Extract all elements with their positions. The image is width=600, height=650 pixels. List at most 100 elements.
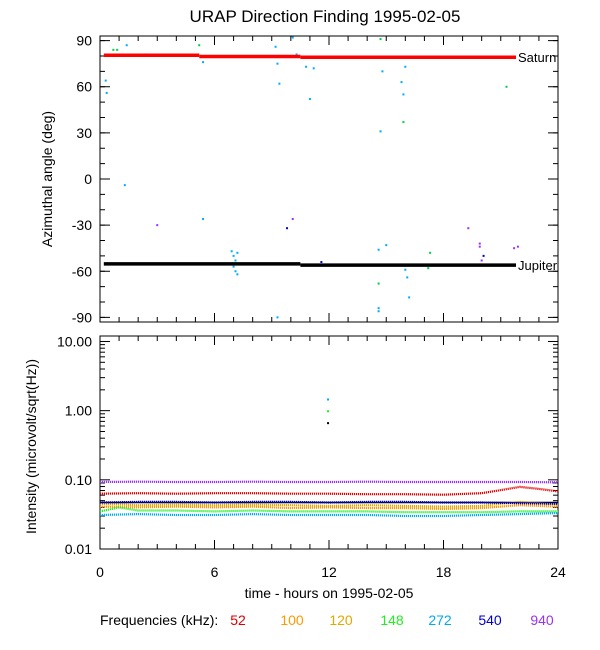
- azimuth-point: [291, 217, 294, 220]
- azimuth-tick-label: 90: [76, 33, 92, 49]
- series-940-khz-line: [99, 480, 559, 484]
- time-tick-label: 18: [436, 564, 452, 580]
- azimuth-point: [305, 65, 308, 68]
- azimuth-point: [377, 307, 380, 310]
- chart-title: URAP Direction Finding 1995-02-05: [190, 7, 461, 26]
- azimuth-point: [400, 81, 403, 84]
- azimuth-point: [308, 98, 311, 101]
- azimuth-point: [202, 217, 205, 220]
- legend-entry-540: 540: [478, 612, 502, 628]
- intensity-point: [327, 398, 330, 401]
- legend-entry-52: 52: [230, 612, 246, 628]
- azimuth-point: [105, 91, 108, 94]
- jupiter-label: Jupiter: [518, 258, 558, 273]
- azimuth-data: Saturn Jupiter: [103, 36, 558, 319]
- time-tick-label: 0: [96, 564, 104, 580]
- time-tick-label: 6: [211, 564, 219, 580]
- azimuth-point: [312, 67, 315, 70]
- intensity-tick-label: 0.10: [65, 472, 92, 488]
- azimuth-point: [286, 227, 289, 230]
- series-272-khz-line: [99, 512, 559, 518]
- azimuth-tick-label: -30: [72, 217, 92, 233]
- azimuth-tick-label: 0: [84, 171, 92, 187]
- azimuth-point: [377, 282, 380, 285]
- series-120-khz-line: [99, 500, 559, 508]
- azimuth-point: [295, 53, 298, 56]
- intensity-tick-label: 10.00: [57, 333, 92, 349]
- azimuth-point: [406, 276, 409, 279]
- time-tick-label: 24: [550, 564, 566, 580]
- azimuth-point: [385, 244, 388, 247]
- azimuth-tick-label: -90: [72, 309, 92, 325]
- azimuth-point: [230, 250, 233, 253]
- azimuth-point: [478, 245, 481, 248]
- azimuth-point: [408, 296, 411, 299]
- azimuth-point: [276, 62, 279, 65]
- azimuth-point: [379, 38, 382, 41]
- azimuth-point: [198, 44, 201, 47]
- azimuth-point: [232, 265, 235, 268]
- azimuth-point: [232, 254, 235, 257]
- series-540-khz-line: [99, 500, 559, 505]
- legend-title: Frequencies (kHz):: [100, 612, 218, 628]
- azimuth-point: [234, 270, 237, 273]
- azimuth-point: [404, 268, 407, 271]
- azimuth-point: [123, 184, 126, 187]
- azimuth-point: [467, 227, 470, 230]
- frequency-legend: Frequencies (kHz): 52 100 120 148 272 540 940: [100, 612, 554, 628]
- legend-entry-272: 272: [428, 612, 452, 628]
- intensity-point: [327, 410, 330, 413]
- azimuth-point: [402, 121, 405, 124]
- azimuth-point: [480, 259, 483, 262]
- azimuth-tick-label: -60: [72, 263, 92, 279]
- azimuth-point: [402, 93, 405, 96]
- azimuth-point: [482, 254, 485, 257]
- intensity-axis-ticks: 0 6 12 18 24 10.00 1.00 0.10 0.01: [57, 333, 566, 580]
- azimuth-point: [116, 48, 119, 51]
- azimuth-point: [377, 310, 380, 313]
- intensity-data: [99, 398, 559, 518]
- azimuth-point: [427, 267, 430, 270]
- legend-entry-940: 940: [530, 612, 554, 628]
- azimuth-point: [156, 224, 159, 227]
- azimuth-point: [125, 44, 128, 47]
- azimuth-point: [278, 82, 281, 85]
- azimuth-point: [236, 251, 239, 254]
- azimuth-point: [202, 61, 205, 64]
- azimuth-point: [379, 130, 382, 133]
- azimuth-point: [404, 65, 407, 68]
- legend-entry-148: 148: [380, 612, 404, 628]
- azimuth-point: [516, 245, 519, 248]
- intensity-axis-label: Intensity (microvolt/sqrt(Hz)): [23, 359, 39, 534]
- azimuth-tick-label: 30: [76, 125, 92, 141]
- azimuth-plot-frame: [99, 35, 559, 323]
- intensity-plot-frame: [99, 335, 559, 550]
- intensity-tick-label: 0.01: [65, 541, 92, 557]
- series-100-khz-line: [99, 504, 559, 511]
- series-52-khz-line: [99, 485, 559, 496]
- azimuth-point: [234, 259, 237, 262]
- azimuth-point: [104, 79, 107, 82]
- azimuth-point: [320, 261, 323, 264]
- series-148-khz-line: [99, 506, 558, 514]
- azimuth-panel: 90 60 30 0 -30 -60 -90 Saturn Jupiter Azimuthal…: [39, 33, 559, 325]
- azimuth-point: [274, 45, 277, 48]
- azimuth-axis-ticks: 90 60 30 0 -30 -60 -90: [72, 33, 559, 325]
- intensity-tick-label: 1.00: [65, 403, 92, 419]
- legend-entry-120: 120: [329, 612, 353, 628]
- azimuth-point: [377, 248, 380, 251]
- time-tick-label: 12: [321, 564, 337, 580]
- azimuth-point: [429, 251, 432, 254]
- azimuth-point: [112, 48, 115, 51]
- time-axis-label: time - hours on 1995-02-05: [245, 585, 414, 601]
- azimuth-point: [236, 273, 239, 276]
- azimuth-point: [505, 85, 508, 88]
- azimuth-point: [513, 247, 516, 250]
- azimuth-point: [291, 36, 294, 39]
- legend-entry-100: 100: [280, 612, 304, 628]
- intensity-panel: 0 6 12 18 24 10.00 1.00 0.10 0.01 Intensity (mic…: [23, 333, 566, 601]
- azimuth-tick-label: 60: [76, 79, 92, 95]
- azimuth-point: [478, 242, 481, 245]
- azimuth-point: [381, 70, 384, 73]
